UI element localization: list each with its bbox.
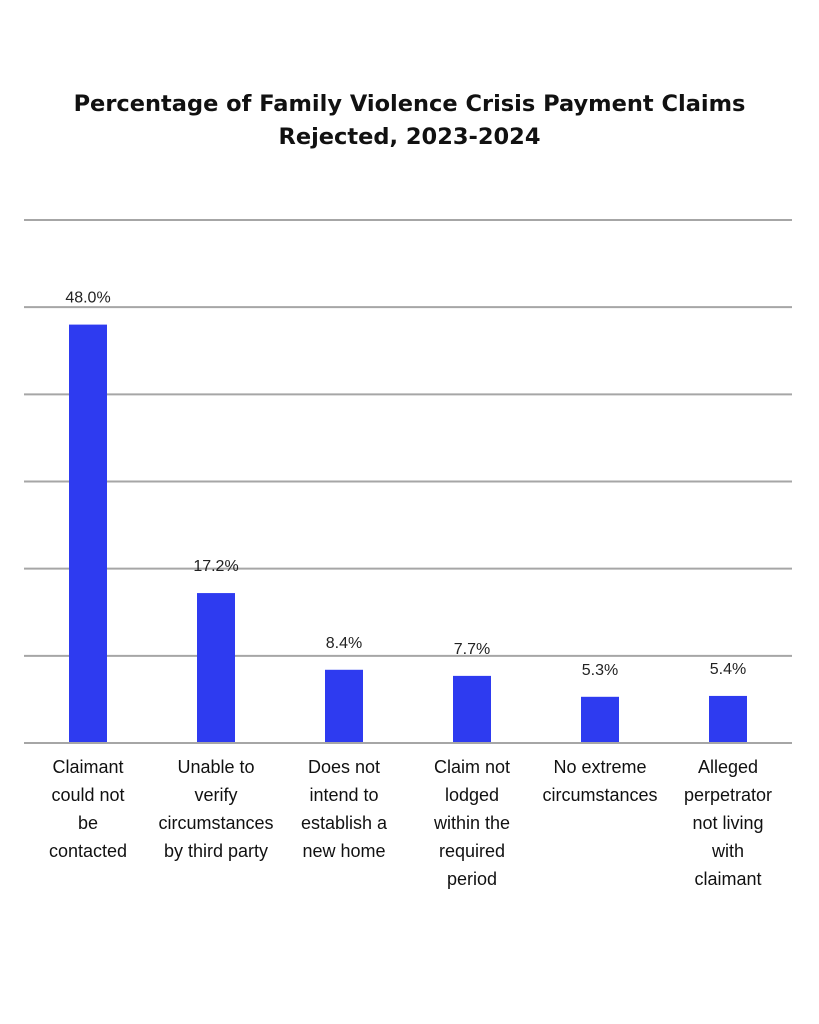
bar <box>197 593 235 743</box>
category-label-line: Unable to <box>177 757 254 777</box>
category-label-line: by third party <box>164 841 268 861</box>
bar <box>453 675 491 743</box>
data-label: 5.3% <box>582 662 618 679</box>
category-label-line: No extreme <box>553 757 646 777</box>
category-label-line: contacted <box>49 841 127 861</box>
category-label: Does not intend to establish a new home <box>301 757 388 861</box>
category-label: Claim not lodged within the required period <box>433 757 510 889</box>
category-label-line: required <box>439 841 505 861</box>
category-label-line: perpetrator <box>684 785 772 805</box>
data-label: 8.4% <box>326 635 362 652</box>
bar <box>325 669 363 743</box>
data-label: 17.2% <box>193 558 238 575</box>
category-label-line: new home <box>302 841 385 861</box>
category-label-line: circumstances <box>542 785 657 805</box>
category-label: Unable to verify circumstances by third par… <box>158 757 273 861</box>
data-label: 5.4% <box>710 661 746 678</box>
data-label: 48.0% <box>65 290 110 307</box>
category-label: Claimant could not be contacted <box>49 757 127 861</box>
category-label-line: not living <box>692 813 763 833</box>
chart-title: Percentage of Family Violence Crisis Pay… <box>0 88 819 154</box>
chart-title-line-2: Rejected, 2023-2024 <box>278 124 541 150</box>
data-label: 7.7% <box>454 641 490 658</box>
category-label-line: lodged <box>445 785 499 805</box>
category-label-line: be <box>78 813 98 833</box>
chart-title-line-1: Percentage of Family Violence Crisis Pay… <box>73 91 746 117</box>
category-label-line: with <box>711 841 744 861</box>
category-label-line: verify <box>194 785 237 805</box>
category-label-line: intend to <box>309 785 378 805</box>
category-label-line: could not <box>51 785 124 805</box>
category-label-line: Alleged <box>698 757 758 777</box>
category-label-line: Does not <box>308 757 380 777</box>
category-label: No extreme circumstances <box>542 757 657 805</box>
bar <box>69 324 107 743</box>
category-label-line: Claim not <box>434 757 510 777</box>
category-label-line: within the <box>433 813 510 833</box>
category-label-line: circumstances <box>158 813 273 833</box>
category-label-line: Claimant <box>52 757 123 777</box>
category-label-line: claimant <box>694 869 761 889</box>
bar <box>581 696 619 743</box>
category-label-line: period <box>447 869 497 889</box>
bar <box>709 695 747 743</box>
category-label: Alleged perpetrator not living with claimant <box>684 757 772 889</box>
category-label-line: establish a <box>301 813 388 833</box>
